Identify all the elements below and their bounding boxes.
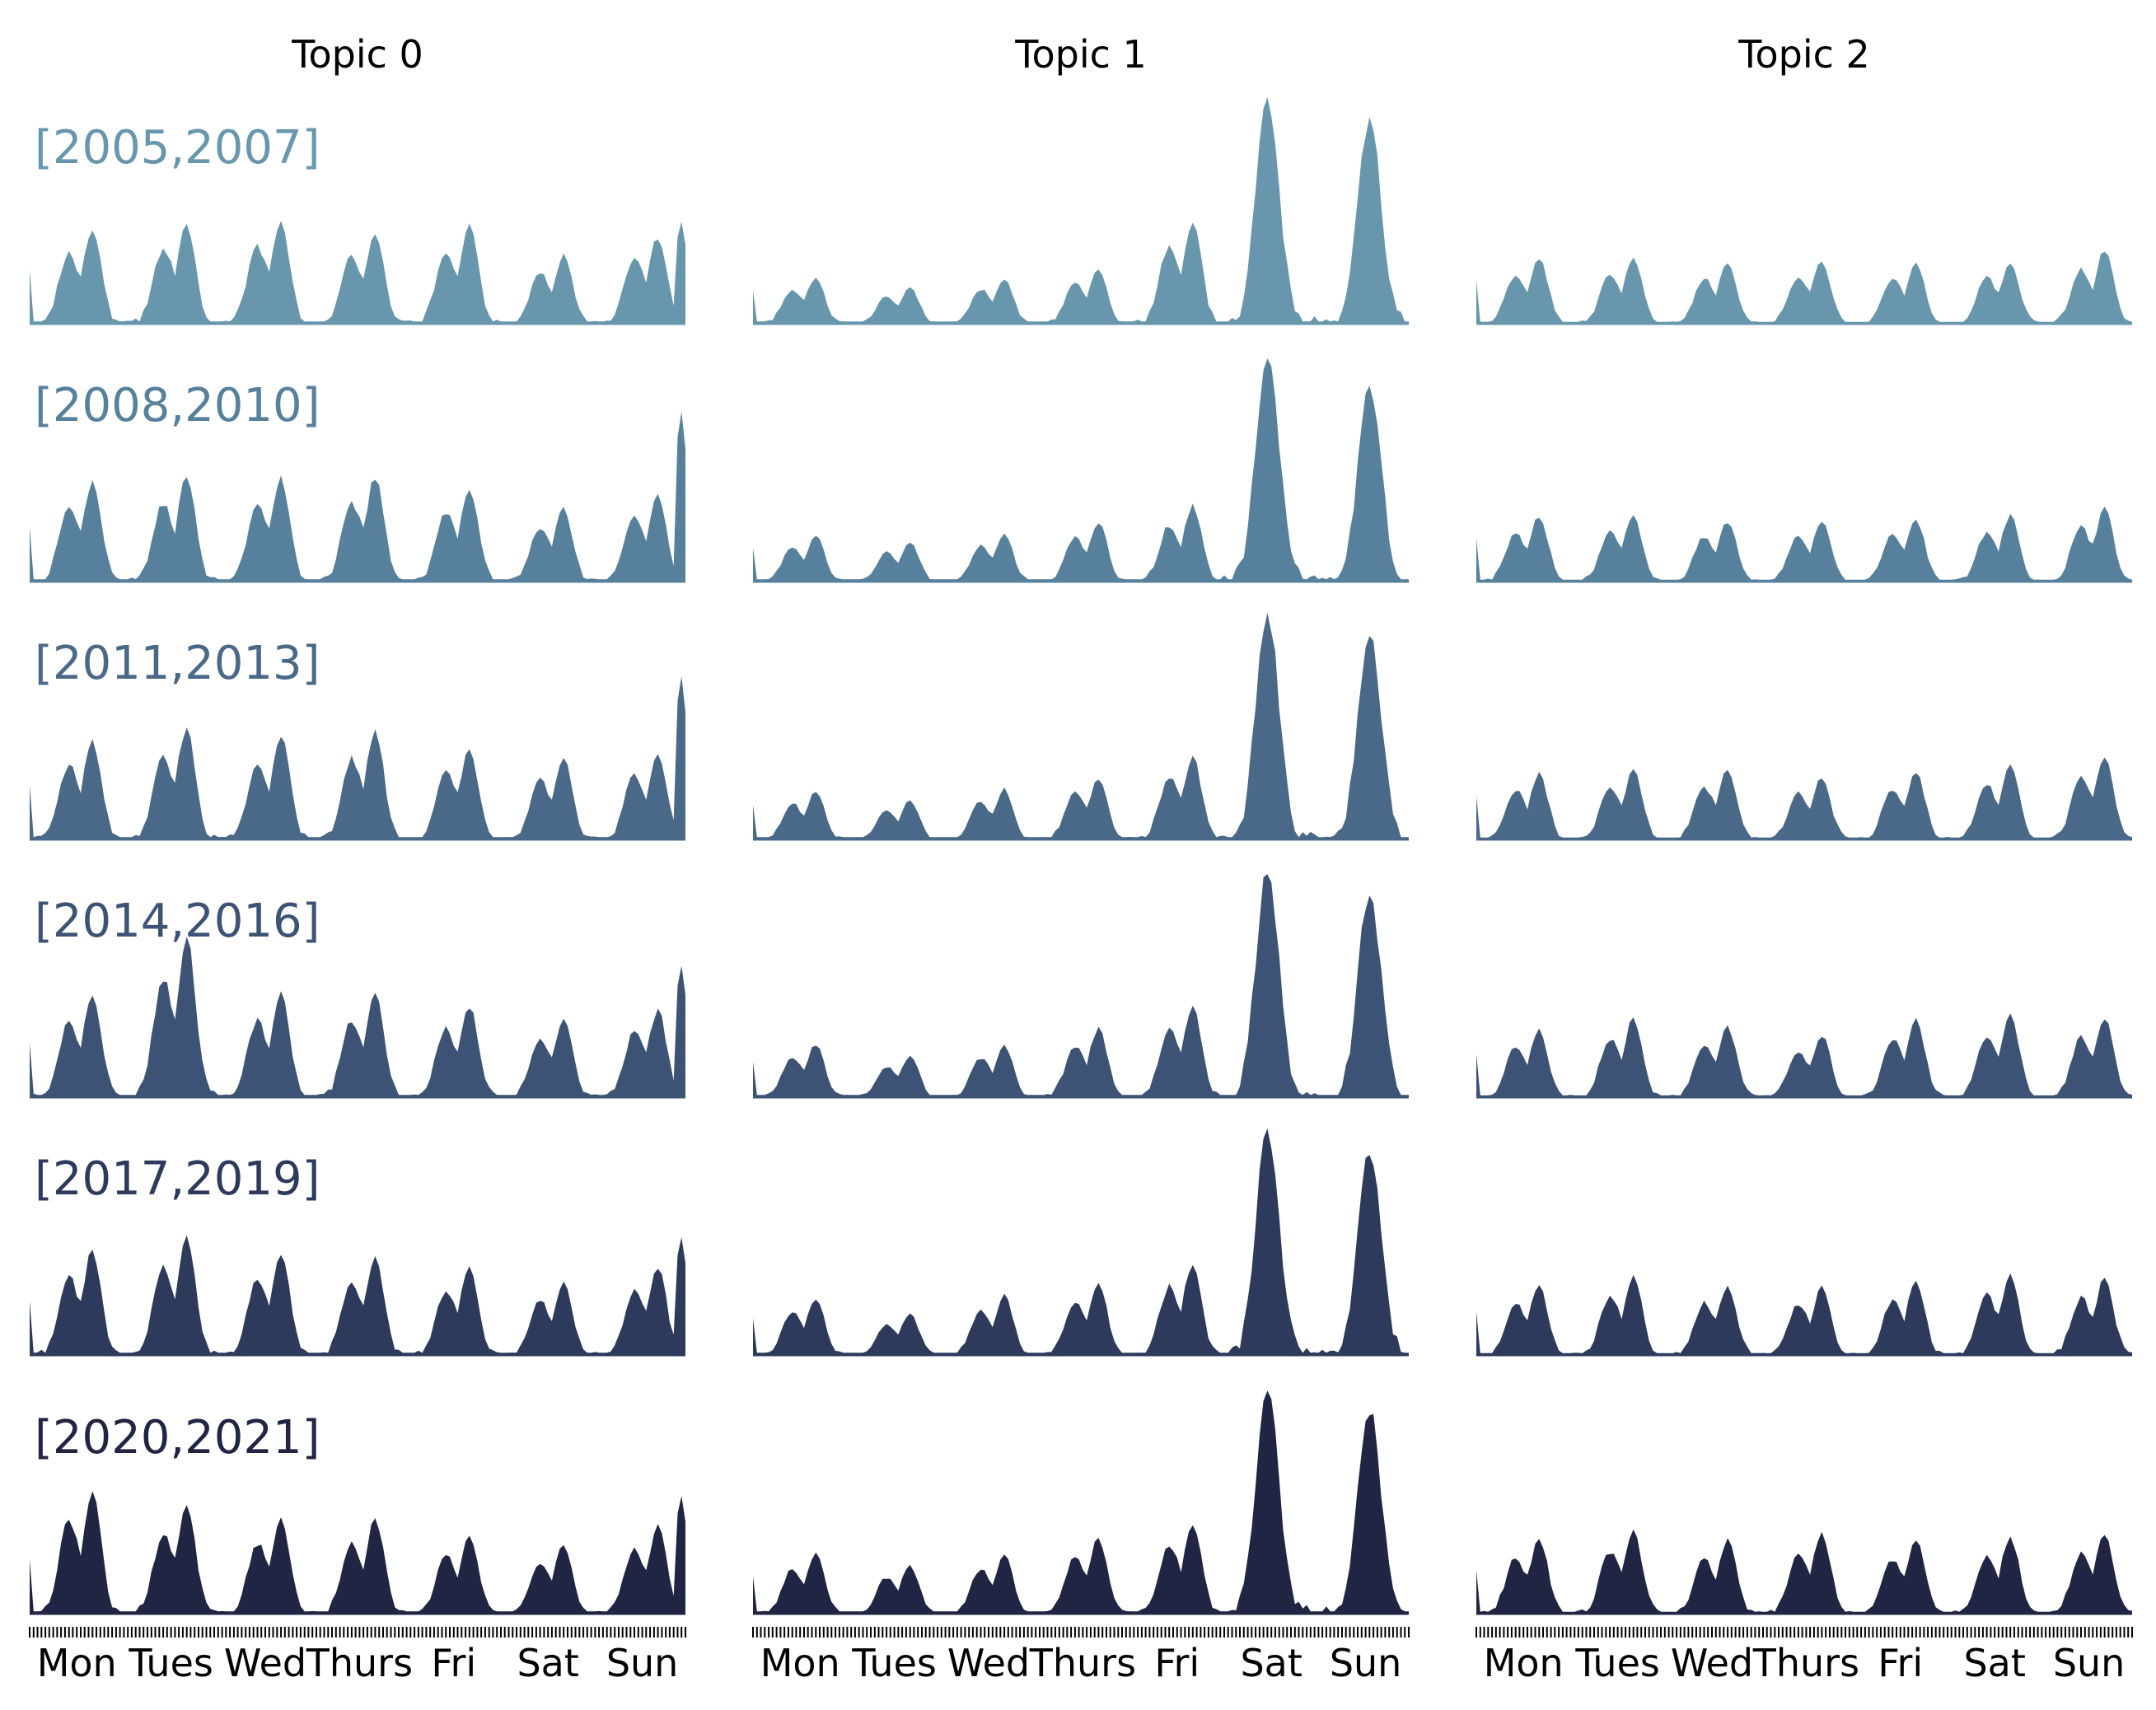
column-title: Topic 2: [1737, 32, 1870, 77]
area-series: [1476, 1529, 2132, 1614]
area-series: [30, 221, 685, 324]
area-series: [30, 1491, 685, 1614]
area-series: [1476, 1013, 2132, 1097]
column-title: Topic 0: [291, 32, 423, 77]
x-tick-label: Thurs: [1029, 1641, 1136, 1685]
x-tick-label: Wed: [947, 1641, 1030, 1685]
x-tick-label: Mon: [37, 1641, 117, 1685]
area-series: [1476, 757, 2132, 839]
area-series: [1476, 1273, 2132, 1355]
x-tick-label: Thurs: [1752, 1641, 1859, 1685]
x-axis-ticks: [1476, 1627, 2133, 1638]
area-series: [30, 411, 685, 582]
x-tick-label: Tues: [851, 1641, 937, 1685]
x-tick-label: Tues: [128, 1641, 213, 1685]
area-series: [30, 1235, 685, 1355]
x-tick-label: Mon: [1484, 1641, 1564, 1685]
x-tick-label: Fri: [1878, 1641, 1923, 1685]
area-series: [753, 358, 1409, 582]
x-tick-label: Fri: [1154, 1641, 1200, 1685]
area-series: [753, 97, 1409, 324]
period-label: [2017,2019]: [35, 1152, 320, 1206]
period-label: [2011,2013]: [35, 637, 320, 690]
area-series: [30, 937, 685, 1097]
x-tick-label: Sun: [606, 1641, 679, 1685]
x-tick-label: Mon: [760, 1641, 840, 1685]
x-tick-label: Tues: [1574, 1641, 1660, 1685]
column-title: Topic 1: [1014, 32, 1147, 77]
period-label: [2020,2021]: [35, 1411, 320, 1465]
x-tick-label: Sat: [517, 1641, 578, 1685]
x-tick-label: Sat: [1240, 1641, 1302, 1685]
x-tick-label: Wed: [224, 1641, 306, 1685]
area-series: [1476, 507, 2132, 582]
area-series: [753, 1390, 1409, 1614]
x-tick-label: Sun: [1330, 1641, 1402, 1685]
area-series: [30, 676, 685, 839]
x-tick-label: Thurs: [306, 1641, 413, 1685]
area-series: [753, 1128, 1409, 1355]
x-tick-label: Wed: [1671, 1641, 1753, 1685]
area-series: [753, 874, 1409, 1097]
x-axis-ticks: [29, 1627, 686, 1638]
x-tick-label: Sun: [2053, 1641, 2126, 1685]
x-tick-label: Fri: [431, 1641, 476, 1685]
area-series: [753, 613, 1409, 839]
period-label: [2005,2007]: [35, 121, 320, 175]
x-axis-ticks: [752, 1627, 1410, 1638]
period-label: [2008,2010]: [35, 379, 320, 432]
period-label: [2014,2016]: [35, 895, 320, 948]
x-tick-label: Sat: [1963, 1641, 2025, 1685]
area-series: [1476, 251, 2132, 324]
